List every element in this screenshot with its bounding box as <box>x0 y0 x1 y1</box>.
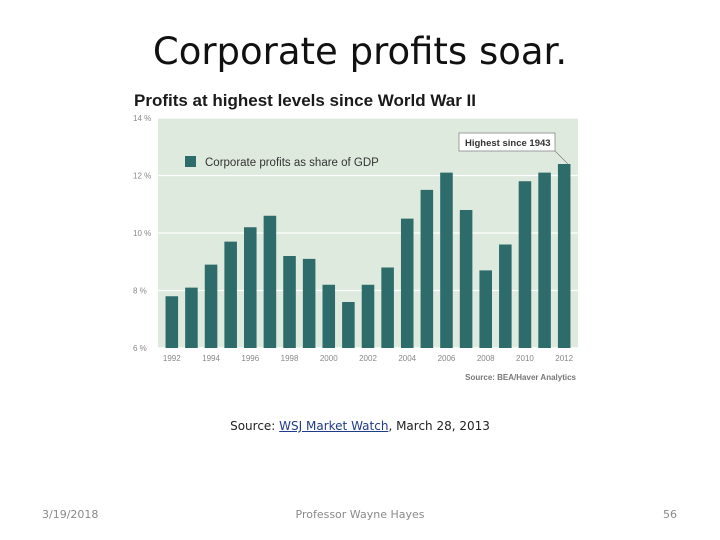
bar-1994 <box>204 264 218 348</box>
x-tick-label: 2006 <box>438 354 456 363</box>
x-tick-label: 2012 <box>555 354 573 363</box>
x-tick-label: 2004 <box>398 354 416 363</box>
bar-2010 <box>518 181 532 348</box>
x-axis-ticks: 1992 1994 1996 1998 2000 2002 2004 2006 2008 2010… <box>163 354 574 363</box>
chart-title: Profits at highest levels since World Wa… <box>134 91 476 110</box>
bar-2001 <box>342 302 355 348</box>
legend-swatch <box>185 156 196 167</box>
footer-date: 3/19/2018 <box>42 508 99 521</box>
chart-container: Profits at highest levels since World Wa… <box>130 84 585 389</box>
bar-1995 <box>224 241 237 348</box>
bars <box>165 164 571 348</box>
bar-2004 <box>400 218 414 348</box>
bar-1998 <box>283 256 296 348</box>
annotation: Highest since 1943 <box>458 132 569 165</box>
legend: Corporate profits as share of GDP <box>185 156 379 169</box>
bar-2002 <box>361 284 375 348</box>
x-tick-label: 1998 <box>281 354 299 363</box>
bar-1993 <box>185 287 198 348</box>
x-tick-label: 2002 <box>359 354 377 363</box>
legend-label: Corporate profits as share of GDP <box>205 157 379 169</box>
bar-2005 <box>420 189 434 348</box>
bar-1997 <box>263 215 277 348</box>
bar-1999 <box>302 258 316 348</box>
bar-2000 <box>322 284 336 348</box>
bar-2009 <box>499 244 512 348</box>
annotation-leader <box>554 150 569 165</box>
source-prefix: Source: <box>230 419 280 433</box>
source-link[interactable]: WSJ Market Watch <box>279 419 389 433</box>
bar-2012 <box>557 164 571 348</box>
y-tick-label: 8 % <box>133 287 147 296</box>
bar-2006 <box>440 172 453 348</box>
footer-presenter: Professor Wayne Hayes <box>295 508 425 521</box>
x-tick-label: 1994 <box>202 354 220 363</box>
chart-source: Source: BEA/Haver Analytics <box>465 373 576 382</box>
bar-2011 <box>538 172 551 348</box>
annotation-label: Highest since 1943 <box>465 138 551 149</box>
slide-title: Corporate profits soar. <box>152 30 568 73</box>
bar-1996 <box>244 227 257 348</box>
slide-number: 56 <box>663 508 677 521</box>
x-tick-label: 1996 <box>241 354 259 363</box>
slide-source: Source: WSJ Market Watch, March 28, 2013 <box>0 419 720 433</box>
y-tick-label: 12 % <box>133 172 151 181</box>
bar-2008 <box>479 270 492 348</box>
x-tick-label: 2008 <box>477 354 495 363</box>
x-tick-label: 2010 <box>516 354 534 363</box>
y-tick-label: 14 % <box>133 114 151 123</box>
y-tick-label: 10 % <box>133 229 151 238</box>
x-tick-label: 2000 <box>320 354 338 363</box>
annotation-box <box>458 132 556 152</box>
bar-1992 <box>165 296 179 348</box>
bar-2007 <box>459 210 473 348</box>
y-tick-label: 6 % <box>133 344 147 353</box>
x-tick-label: 1992 <box>163 354 181 363</box>
source-suffix: , March 28, 2013 <box>388 419 490 433</box>
bar-2003 <box>381 267 394 348</box>
profits-bar-chart: Profits at highest levels since World Wa… <box>133 91 578 382</box>
y-axis-ticks: 14 % 12 % 10 % 8 % 6 % <box>133 114 151 353</box>
